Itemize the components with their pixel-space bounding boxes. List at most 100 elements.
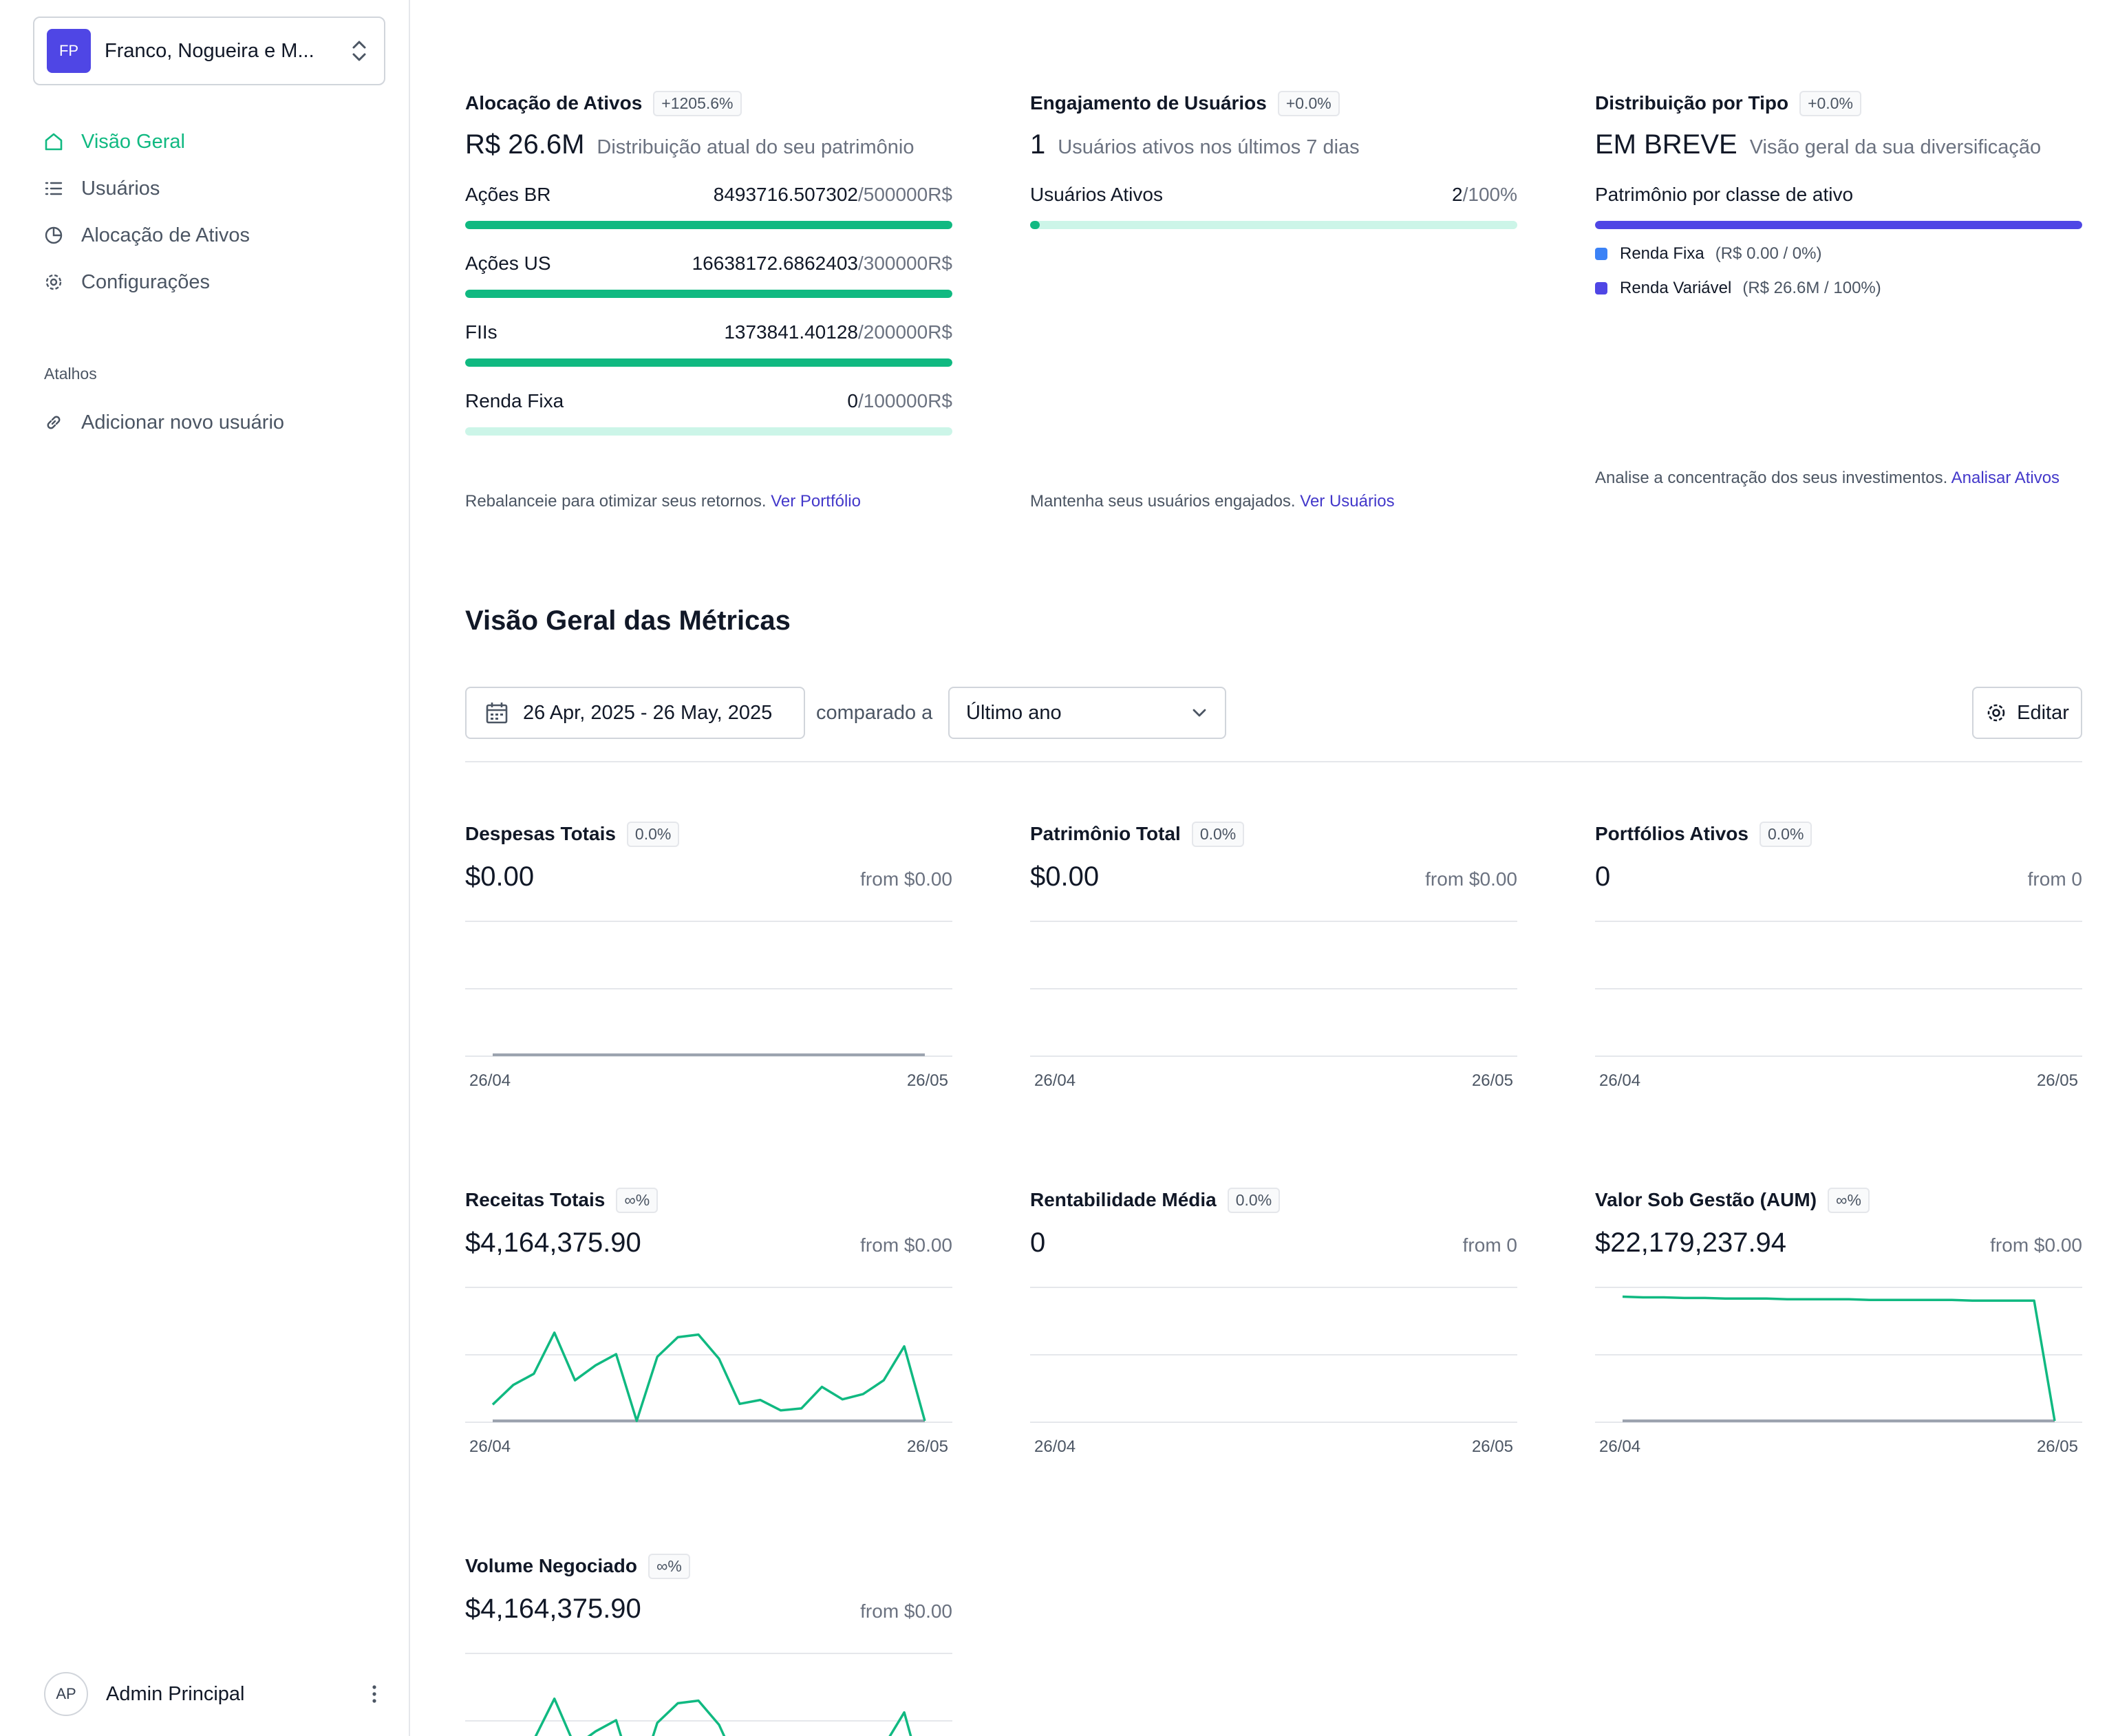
card-value: EM BREVE bbox=[1595, 129, 1737, 160]
metrics-controls: 26 Apr, 2025 - 26 May, 2025 comparado a … bbox=[465, 687, 2082, 740]
ver-usuarios-link[interactable]: Ver Usuários bbox=[1300, 492, 1395, 511]
x-tick-label: 26/05 bbox=[2036, 1437, 2078, 1456]
date-range-picker[interactable]: 26 Apr, 2025 - 26 May, 2025 bbox=[465, 687, 805, 739]
progress-track bbox=[465, 427, 952, 436]
progress-fill bbox=[1595, 221, 2082, 229]
chevron-up-down-icon bbox=[347, 36, 372, 66]
progress-fill bbox=[465, 358, 952, 367]
list-icon bbox=[41, 176, 66, 201]
series-line bbox=[491, 1331, 926, 1422]
more-vertical-icon[interactable] bbox=[361, 1680, 388, 1708]
card-subtitle: Distribuição atual do seu patrimônio bbox=[597, 136, 914, 158]
metric-chart bbox=[465, 1287, 952, 1423]
x-tick-label: 26/04 bbox=[1034, 1437, 1076, 1456]
shortcut-add-user[interactable]: Adicionar novo usuário bbox=[41, 399, 284, 446]
user-profile[interactable]: AP Admin Principal bbox=[44, 1669, 388, 1719]
divider bbox=[465, 761, 2082, 762]
metric-value: $0.00 bbox=[465, 861, 535, 892]
metric-chart bbox=[465, 921, 952, 1057]
x-tick-label: 26/04 bbox=[1599, 1071, 1641, 1090]
bar-current: 16638172.6862403 bbox=[692, 253, 858, 274]
shortcut-label: Adicionar novo usuário bbox=[81, 411, 285, 433]
change-badge: +0.0% bbox=[1799, 90, 1861, 116]
engagement-card: Engajamento de Usuários +0.0% 1 Usuários… bbox=[1030, 88, 1517, 229]
metric-title: Portfólios Ativos bbox=[1595, 823, 1748, 844]
metric-card: Despesas Totais 0.0% $0.00 from $0.00 26/04 2… bbox=[465, 819, 952, 1091]
metric-card: Rentabilidade Média 0.0% 0 from 0 26/04 26/05 bbox=[1030, 1185, 1517, 1457]
card-value: 1 bbox=[1030, 129, 1046, 160]
shortcuts-label: Atalhos bbox=[44, 365, 97, 383]
pie-chart-icon bbox=[41, 223, 66, 248]
metric-from: from $0.00 bbox=[860, 868, 952, 890]
edit-label: Editar bbox=[2017, 701, 2069, 724]
metric-card: Receitas Totais ∞% $4,164,375.90 from $0.00… bbox=[465, 1185, 952, 1457]
change-badge: 0.0% bbox=[1759, 821, 1812, 847]
progress-track bbox=[1030, 221, 1517, 229]
x-tick-label: 26/05 bbox=[906, 1071, 948, 1090]
org-name: Franco, Nogueira e M... bbox=[105, 39, 314, 62]
metric-chart bbox=[465, 1653, 952, 1736]
x-tick-label: 26/05 bbox=[906, 1437, 948, 1456]
change-badge: ∞% bbox=[616, 1187, 659, 1213]
metric-from: from 0 bbox=[2027, 868, 2082, 890]
card-title: Engajamento de Usuários bbox=[1030, 92, 1267, 114]
chevron-down-icon bbox=[1190, 702, 1208, 725]
sidebar-item-label: Usuários bbox=[81, 177, 160, 200]
org-switcher[interactable]: FP Franco, Nogueira e M... bbox=[33, 17, 385, 85]
bar-label: Ações US bbox=[465, 253, 551, 274]
series-line bbox=[1622, 1295, 2056, 1422]
metric-title: Volume Negociado bbox=[465, 1555, 637, 1576]
distribution-progress: Patrimônio por classe de ativo bbox=[1595, 184, 2082, 229]
bar-target: /200000R$ bbox=[857, 321, 952, 343]
legend-item: Renda Fixa (R$ 0.00 / 0%) bbox=[1595, 244, 2082, 264]
metric-chart bbox=[1030, 921, 1517, 1057]
metric-value: $22,179,237.94 bbox=[1595, 1228, 1787, 1258]
change-badge: ∞% bbox=[1828, 1187, 1870, 1213]
analisar-ativos-link[interactable]: Analisar Ativos bbox=[1951, 469, 2060, 487]
metric-value: $0.00 bbox=[1030, 861, 1100, 892]
active-users-progress: Usuários Ativos 2/100% bbox=[1030, 184, 1517, 229]
metric-title: Patrimônio Total bbox=[1030, 823, 1181, 844]
bar-current: 2 bbox=[1452, 184, 1463, 205]
metric-value: $4,164,375.90 bbox=[465, 1594, 641, 1624]
bar-label: Ações BR bbox=[465, 184, 551, 205]
x-axis-labels: 26/04 26/05 bbox=[1595, 1437, 2082, 1457]
sidebar-item-usuarios[interactable]: Usuários bbox=[41, 165, 385, 212]
x-tick-label: 26/04 bbox=[469, 1071, 511, 1090]
avatar: AP bbox=[44, 1672, 88, 1716]
allocation-row: FIIs 1373841.40128/200000R$ bbox=[465, 321, 952, 367]
sidebar-item-configuracoes[interactable]: Configurações bbox=[41, 259, 385, 306]
bar-label: FIIs bbox=[465, 321, 498, 343]
progress-track bbox=[465, 358, 952, 367]
metric-title: Receitas Totais bbox=[465, 1189, 606, 1210]
metric-from: from $0.00 bbox=[860, 1600, 952, 1622]
sidebar-item-visao-geral[interactable]: Visão Geral bbox=[41, 118, 385, 165]
ver-portfolio-link[interactable]: Ver Portfólio bbox=[771, 492, 861, 511]
x-axis-labels: 26/04 26/05 bbox=[1595, 1071, 2082, 1091]
progress-track bbox=[1595, 221, 2082, 229]
metric-value: $4,164,375.90 bbox=[465, 1228, 641, 1258]
edit-button[interactable]: Editar bbox=[1972, 687, 2082, 739]
sidebar-item-alocacao[interactable]: Alocação de Ativos bbox=[41, 212, 385, 259]
bar-current: 8493716.507302 bbox=[713, 184, 858, 205]
metric-card: Volume Negociado ∞% $4,164,375.90 from $0.0… bbox=[465, 1551, 952, 1736]
sidebar-item-label: Alocação de Ativos bbox=[81, 224, 250, 246]
bar-current: 1373841.40128 bbox=[724, 321, 858, 343]
card-title: Alocação de Ativos bbox=[465, 92, 643, 114]
metric-from: from $0.00 bbox=[1990, 1234, 2082, 1256]
allocation-card: Alocação de Ativos +1205.6% R$ 26.6M Dis… bbox=[465, 88, 952, 436]
metric-chart bbox=[1595, 1287, 2082, 1423]
progress-fill bbox=[1030, 221, 1040, 229]
link-icon bbox=[41, 410, 66, 435]
allocation-footnote: Rebalanceie para otimizar seus retornos.… bbox=[465, 492, 861, 511]
bar-target: /100000R$ bbox=[857, 390, 952, 411]
x-tick-label: 26/04 bbox=[1034, 1071, 1076, 1090]
sidebar: FP Franco, Nogueira e M... Visão Geral U… bbox=[0, 0, 410, 1736]
home-icon bbox=[41, 129, 66, 154]
distribution-footnote: Analise a concentração dos seus investim… bbox=[1595, 469, 2060, 487]
x-tick-label: 26/05 bbox=[2036, 1071, 2078, 1090]
card-subtitle: Usuários ativos nos últimos 7 dias bbox=[1058, 136, 1360, 158]
x-tick-label: 26/05 bbox=[1471, 1437, 1513, 1456]
metric-from: from $0.00 bbox=[860, 1234, 952, 1256]
compare-select[interactable]: Último ano bbox=[948, 687, 1226, 739]
